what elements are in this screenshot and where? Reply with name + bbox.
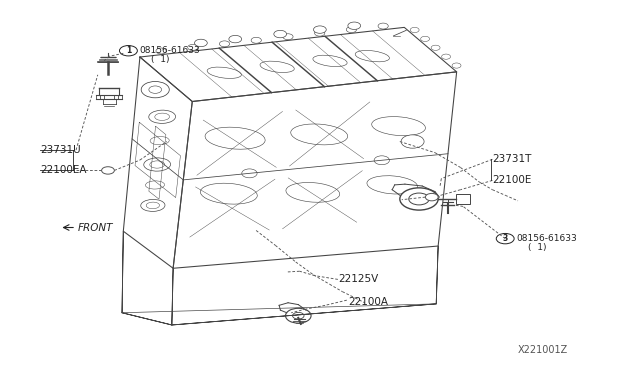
Circle shape — [102, 167, 115, 174]
Text: 08156-61633: 08156-61633 — [140, 46, 200, 55]
Circle shape — [400, 188, 438, 210]
Circle shape — [401, 135, 424, 148]
Circle shape — [314, 26, 326, 33]
Circle shape — [188, 44, 198, 50]
Text: (  1): ( 1) — [151, 55, 169, 64]
Text: FRONT: FRONT — [77, 222, 113, 232]
Text: 23731T: 23731T — [492, 154, 532, 164]
Circle shape — [156, 48, 166, 54]
Text: 3: 3 — [502, 234, 508, 243]
Circle shape — [149, 86, 162, 93]
Circle shape — [220, 41, 230, 47]
Circle shape — [285, 308, 311, 323]
Circle shape — [452, 63, 461, 68]
Text: 08156-61633: 08156-61633 — [516, 234, 577, 243]
Circle shape — [141, 81, 170, 98]
Circle shape — [251, 37, 261, 43]
Circle shape — [346, 27, 356, 33]
Circle shape — [229, 35, 242, 43]
Circle shape — [431, 45, 440, 50]
Circle shape — [378, 23, 388, 29]
Bar — [456, 194, 470, 204]
Circle shape — [292, 312, 304, 319]
Circle shape — [410, 28, 419, 33]
Circle shape — [283, 34, 293, 40]
Circle shape — [442, 54, 451, 59]
Circle shape — [195, 39, 207, 46]
Circle shape — [348, 22, 360, 29]
Text: 22100EA: 22100EA — [40, 166, 87, 176]
Circle shape — [420, 36, 429, 41]
Circle shape — [120, 45, 138, 56]
Circle shape — [496, 234, 514, 244]
Circle shape — [315, 30, 325, 36]
Circle shape — [374, 156, 390, 165]
Circle shape — [409, 193, 429, 205]
Circle shape — [426, 193, 438, 201]
Text: (  1): ( 1) — [527, 243, 546, 252]
Text: 22100A: 22100A — [349, 296, 388, 307]
Text: 23731U: 23731U — [40, 145, 81, 155]
Text: 22125V: 22125V — [338, 275, 378, 284]
Circle shape — [242, 169, 257, 178]
Text: X221001Z: X221001Z — [518, 345, 568, 355]
Text: 1: 1 — [126, 46, 131, 55]
Circle shape — [274, 31, 287, 38]
Text: 22100E: 22100E — [492, 175, 532, 185]
